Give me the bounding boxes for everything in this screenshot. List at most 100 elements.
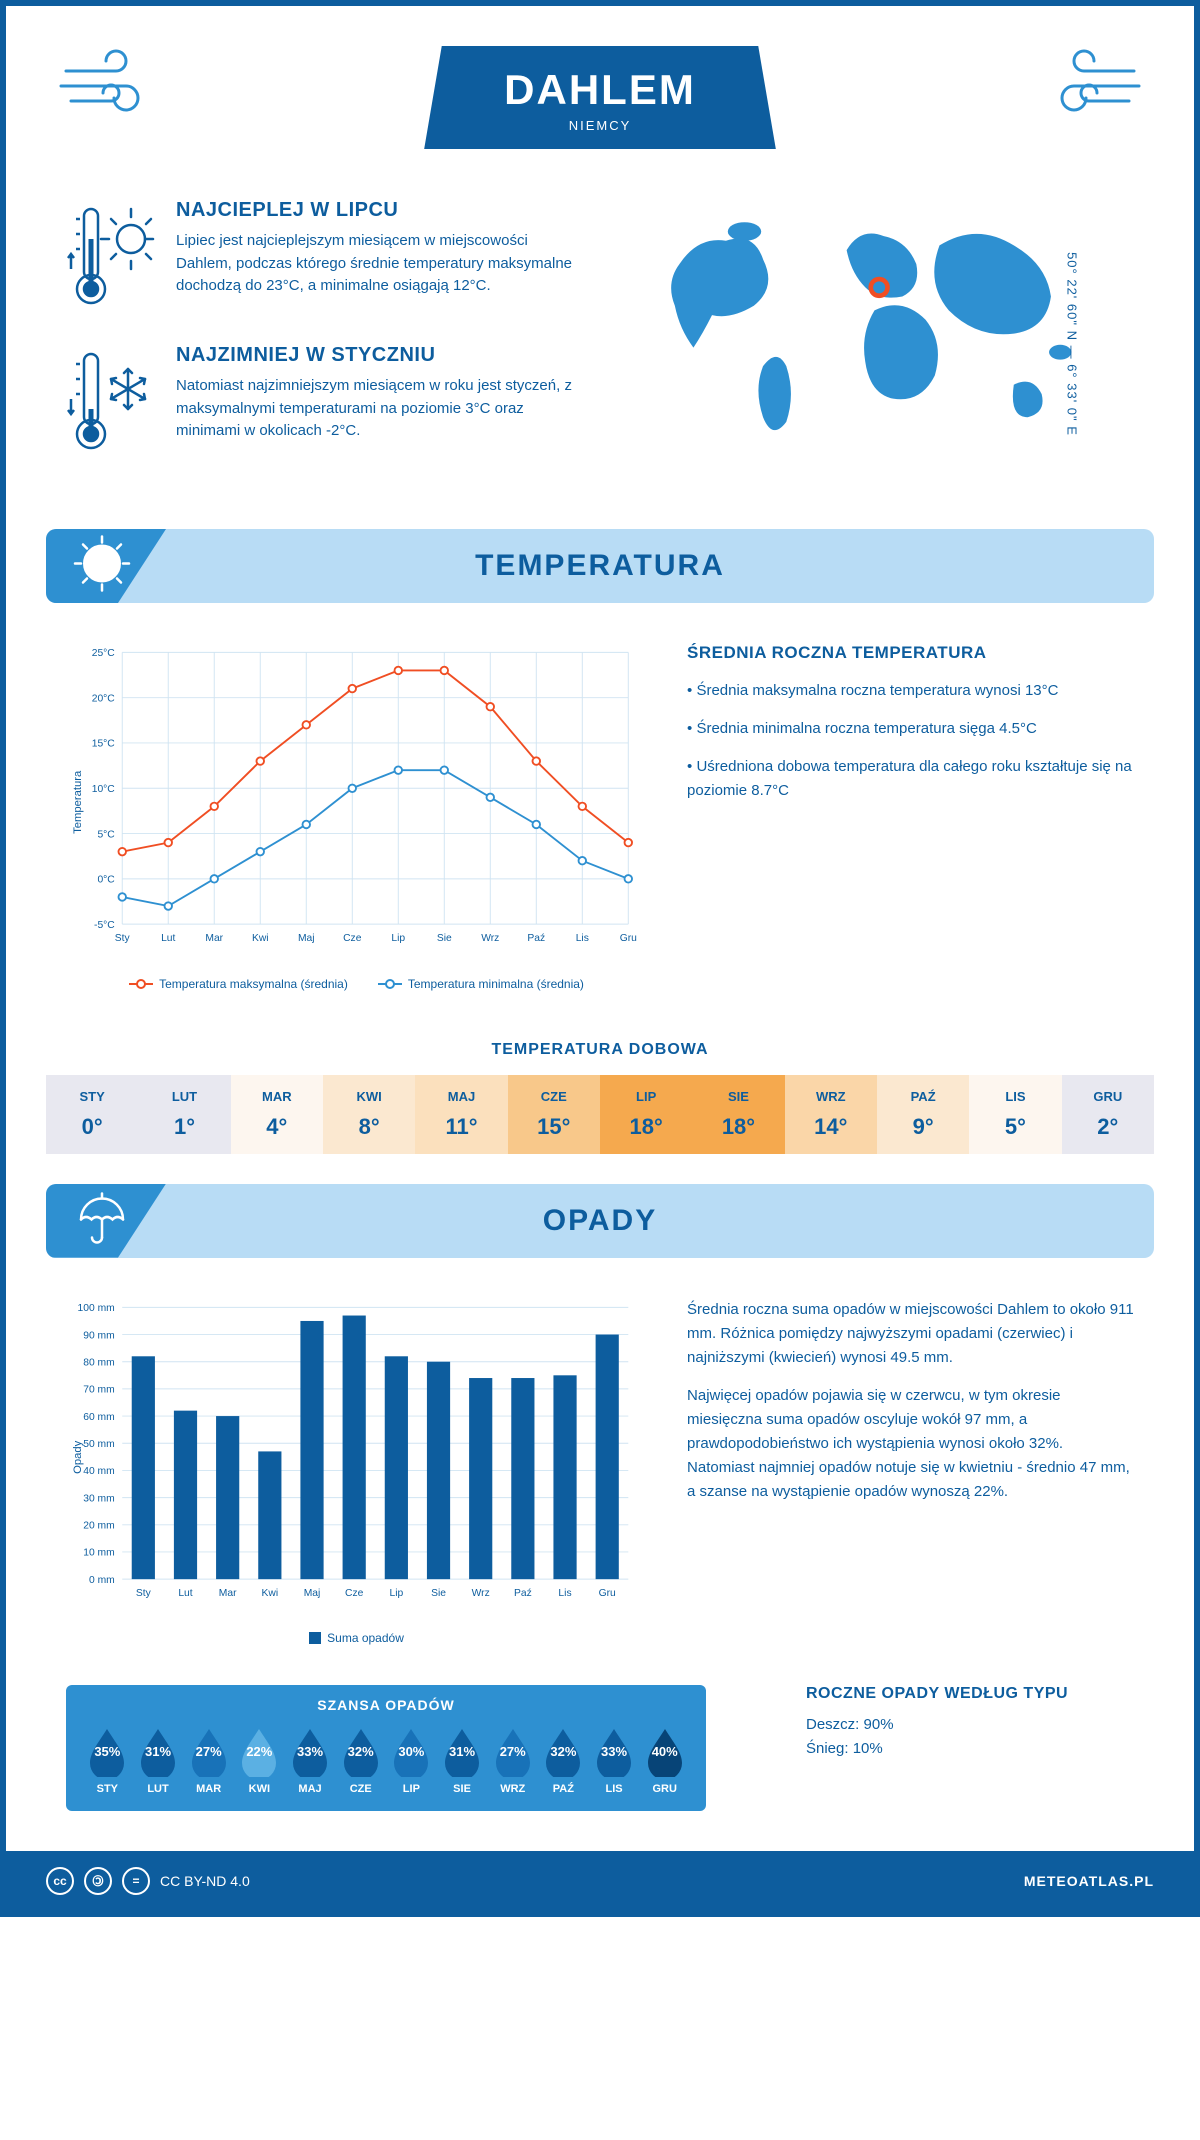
precip-summary-p2: Najwięcej opadów pojawia się w czerwcu, … (687, 1384, 1134, 1504)
precip-type-title: ROCZNE OPADY WEDŁUG TYPU (806, 1685, 1068, 1703)
wind-icon (56, 46, 166, 131)
coldest-title: NAJZIMNIEJ W STYCZNIU (176, 344, 585, 367)
svg-text:Paź: Paź (527, 933, 545, 944)
daily-cell: LUT1° (138, 1075, 230, 1154)
rain-chance-cell: 33% MAJ (285, 1725, 336, 1795)
rain-chance-value: 27% (500, 1744, 526, 1759)
license-text: CC BY-ND 4.0 (160, 1873, 250, 1889)
daily-temp-grid: STY0°LUT1°MAR4°KWI8°MAJ11°CZE15°LIP18°SI… (46, 1075, 1154, 1154)
nd-icon: = (122, 1867, 150, 1895)
svg-text:80 mm: 80 mm (83, 1357, 114, 1368)
precip-section-header: OPADY (46, 1184, 1154, 1258)
daily-value: 18° (696, 1114, 780, 1140)
svg-text:100 mm: 100 mm (78, 1303, 115, 1314)
raindrop-icon: 40% (644, 1725, 686, 1777)
daily-cell: SIE18° (692, 1075, 784, 1154)
svg-text:Maj: Maj (298, 933, 315, 944)
rain-chance-panel: SZANSA OPADÓW 35%STY31%LUT27%MAR22%KWI33… (66, 1685, 706, 1811)
daily-month: LUT (142, 1089, 226, 1104)
rain-chance-value: 22% (246, 1744, 272, 1759)
raindrop-icon: 33% (289, 1725, 331, 1777)
svg-text:Temperatura: Temperatura (72, 770, 84, 834)
svg-text:0 mm: 0 mm (89, 1575, 115, 1586)
svg-text:Cze: Cze (345, 1588, 364, 1599)
daily-cell: LIP 18° (600, 1075, 692, 1154)
temperature-section-header: TEMPERATURA (46, 529, 1154, 603)
temp-bullet: Średnia minimalna roczna temperatura się… (687, 717, 1134, 741)
country-name: NIEMCY (504, 118, 696, 133)
daily-cell: MAR 4° (231, 1075, 323, 1154)
raindrop-icon: 22% (238, 1725, 280, 1777)
daily-month: LIP (604, 1089, 688, 1104)
svg-text:70 mm: 70 mm (83, 1384, 114, 1395)
daily-value: 15° (512, 1114, 596, 1140)
svg-text:Paź: Paź (514, 1588, 532, 1599)
rain-chance-value: 31% (449, 1744, 475, 1759)
daily-month: GRU (1066, 1089, 1150, 1104)
umbrella-icon (71, 1187, 133, 1254)
rain-chance-month: KWI (234, 1783, 285, 1795)
rain-chance-value: 33% (297, 1744, 323, 1759)
rain-chance-value: 30% (398, 1744, 424, 1759)
intro-section: NAJCIEPLEJ W LIPCU Lipiec jest najcieple… (6, 169, 1194, 509)
svg-text:Lip: Lip (391, 933, 405, 944)
header: DAHLEM NIEMCY (6, 6, 1194, 169)
raindrop-icon: 31% (441, 1725, 483, 1777)
raindrop-icon: 27% (492, 1725, 534, 1777)
rain-chance-value: 32% (550, 1744, 576, 1759)
svg-text:Lis: Lis (576, 933, 589, 944)
temperature-line-chart: -5°C0°C5°C10°C15°C20°C25°CStyLutMarKwiMa… (66, 643, 647, 962)
legend-max-label: Temperatura maksymalna (średnia) (159, 977, 348, 991)
rain-chance-value: 32% (348, 1744, 374, 1759)
raindrop-icon: 31% (137, 1725, 179, 1777)
rain-chance-month: MAR (183, 1783, 234, 1795)
svg-text:Lut: Lut (161, 933, 175, 944)
svg-text:25°C: 25°C (92, 648, 116, 659)
precip-summary-p1: Średnia roczna suma opadów w miejscowośc… (687, 1298, 1134, 1370)
rain-chance-month: MAJ (285, 1783, 336, 1795)
rain-chance-cell: 40%GRU (639, 1725, 690, 1795)
daily-value: 2° (1066, 1114, 1150, 1140)
svg-text:0°C: 0°C (97, 875, 115, 886)
daily-value: 11° (419, 1114, 503, 1140)
daily-month: WRZ (789, 1089, 873, 1104)
rain-chance-month: LIS (589, 1783, 640, 1795)
daily-month: KWI (327, 1089, 411, 1104)
svg-text:Lis: Lis (558, 1588, 571, 1599)
sun-icon (71, 533, 133, 600)
daily-value: 8° (327, 1114, 411, 1140)
rain-chance-cell: 27% MAR (183, 1725, 234, 1795)
daily-month: PAŹ (881, 1089, 965, 1104)
rain-chance-value: 40% (652, 1744, 678, 1759)
svg-text:Wrz: Wrz (481, 933, 499, 944)
rain-chance-cell: 35%STY (82, 1725, 133, 1795)
precip-bar-chart: 0 mm10 mm20 mm30 mm40 mm50 mm60 mm70 mm8… (66, 1298, 647, 1617)
coldest-body: Natomiast najzimniejszym miesiącem w rok… (176, 375, 585, 443)
svg-text:10°C: 10°C (92, 784, 116, 795)
rain-chance-month: WRZ (487, 1783, 538, 1795)
daily-value: 5° (973, 1114, 1057, 1140)
daily-value: 4° (235, 1114, 319, 1140)
rain-chance-cell: 31% SIE (437, 1725, 488, 1795)
raindrop-icon: 27% (188, 1725, 230, 1777)
daily-month: MAR (235, 1089, 319, 1104)
svg-text:-5°C: -5°C (94, 920, 115, 931)
rain-chance-cell: 31%LUT (133, 1725, 184, 1795)
daily-cell: MAJ11° (415, 1075, 507, 1154)
thermometer-hot-icon (66, 199, 156, 314)
daily-month: CZE (512, 1089, 596, 1104)
svg-text:Mar: Mar (219, 1588, 237, 1599)
precip-type-block: ROCZNE OPADY WEDŁUG TYPU Deszcz: 90% Śni… (806, 1665, 1128, 1761)
rain-chance-month: SIE (437, 1783, 488, 1795)
thermometer-cold-icon (66, 344, 156, 459)
temperature-title: TEMPERATURA (76, 549, 1124, 583)
warmest-fact: NAJCIEPLEJ W LIPCU Lipiec jest najcieple… (66, 199, 585, 314)
temp-bullet: Średnia maksymalna roczna temperatura wy… (687, 679, 1134, 703)
svg-text:10 mm: 10 mm (83, 1547, 114, 1558)
svg-text:15°C: 15°C (92, 739, 116, 750)
svg-text:Maj: Maj (304, 1588, 321, 1599)
daily-month: LIS (973, 1089, 1057, 1104)
daily-value: 18° (604, 1114, 688, 1140)
daily-month: STY (50, 1089, 134, 1104)
svg-text:20°C: 20°C (92, 693, 116, 704)
